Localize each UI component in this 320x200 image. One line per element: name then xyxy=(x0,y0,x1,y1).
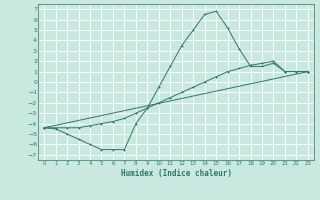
X-axis label: Humidex (Indice chaleur): Humidex (Indice chaleur) xyxy=(121,169,231,178)
